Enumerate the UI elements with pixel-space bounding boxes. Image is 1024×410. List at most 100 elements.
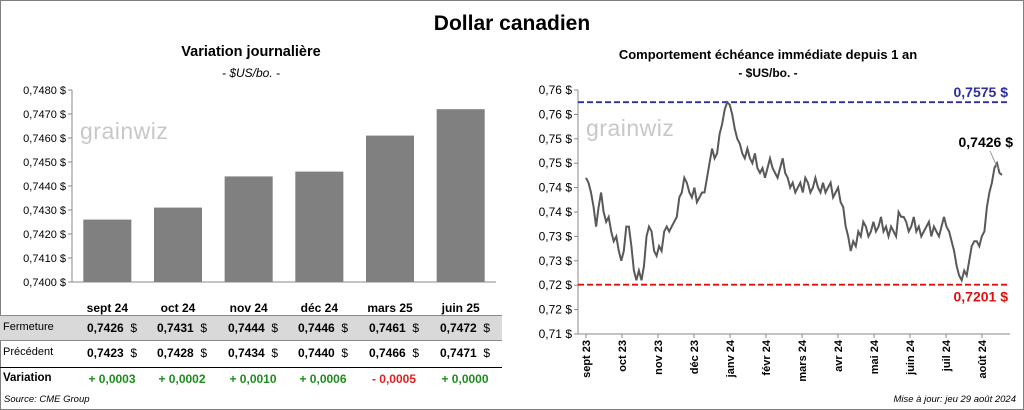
cell-value: 0,7440 bbox=[297, 346, 335, 360]
y-tick-label: 0,72 $ bbox=[539, 278, 573, 292]
x-tick-label: nov 23 bbox=[653, 340, 665, 375]
watermark-left: grainwiz bbox=[80, 118, 169, 144]
low-label: 0,7201 $ bbox=[954, 289, 1009, 305]
cell-value: 0,7423 bbox=[86, 346, 124, 360]
table-cell: 0,7440 $ bbox=[288, 346, 358, 360]
cell-value: 0,7471 bbox=[439, 346, 477, 360]
y-tick-label: 0,75 $ bbox=[539, 156, 573, 170]
y-tick-label: 0,7420 $ bbox=[23, 229, 66, 241]
cell-value: 0,7461 bbox=[368, 321, 406, 335]
x-tick-label: déc 24 bbox=[301, 301, 339, 315]
x-tick-label: sept 23 bbox=[581, 340, 593, 378]
y-tick-label: 0,74 $ bbox=[539, 205, 573, 219]
x-tick-label: mars 24 bbox=[797, 339, 809, 381]
cell-unit: $ bbox=[264, 346, 279, 360]
bar bbox=[365, 135, 415, 282]
y-tick-label: 0,72 $ bbox=[539, 303, 573, 317]
cell-unit: $ bbox=[264, 321, 279, 335]
y-tick-label: 0,76 $ bbox=[539, 107, 573, 121]
x-tick-label: déc 23 bbox=[689, 340, 701, 374]
watermark-right: grainwiz bbox=[586, 115, 675, 141]
y-tick-label: 0,7450 $ bbox=[23, 157, 66, 169]
bar bbox=[83, 219, 132, 282]
bar-chart: 0,7400 $ 0,7410 $ 0,7420 $ 0,7430 $ 0,7440 $… bbox=[23, 85, 496, 315]
row-label: Variation bbox=[3, 372, 52, 384]
x-tick-label: mai 24 bbox=[869, 339, 881, 374]
x-tick-label: oct 23 bbox=[617, 340, 629, 372]
table-cell: + 0,0002 bbox=[158, 372, 206, 386]
cell-value: 0,7466 bbox=[368, 346, 406, 360]
x-tick-label: sept 24 bbox=[87, 301, 129, 315]
table-row: Précédent 0,7423 $0,7428 $0,7434 $0,7440 … bbox=[0, 341, 502, 365]
table-cell: + 0,0010 bbox=[229, 372, 277, 386]
x-tick-label: janv 24 bbox=[725, 339, 737, 378]
cell-value: 0,7431 bbox=[156, 321, 194, 335]
left-chart-unit: - $US/bo. - bbox=[221, 66, 281, 80]
y-tick-label: 0,7430 $ bbox=[23, 205, 66, 217]
x-tick-label: oct 24 bbox=[161, 301, 196, 315]
bar bbox=[295, 171, 344, 282]
cell-value: 0,7472 bbox=[439, 321, 477, 335]
table-cell: + 0,0003 bbox=[88, 372, 136, 386]
cell-unit: $ bbox=[193, 346, 208, 360]
bar bbox=[436, 109, 485, 282]
x-tick-label: mars 25 bbox=[367, 301, 413, 315]
y-tick-label: 0,73 $ bbox=[539, 254, 573, 268]
table-cell: + 0,0006 bbox=[299, 372, 347, 386]
last-value-leader bbox=[989, 150, 999, 170]
y-tick-label: 0,7400 $ bbox=[23, 277, 66, 289]
line-chart: 0,71 $ 0,72 $ 0,72 $ 0,73 $ 0,73 $ 0,74 $ 0,74… bbox=[539, 83, 1014, 382]
y-tick-label: 0,73 $ bbox=[539, 229, 573, 243]
table-cell: 0,7444 $ bbox=[218, 321, 288, 335]
y-tick-label: 0,7410 $ bbox=[23, 253, 66, 265]
table-cell: 0,7472 $ bbox=[430, 321, 500, 335]
cell-unit: $ bbox=[476, 321, 491, 335]
right-chart-title: Comportement échéance immédiate depuis 1… bbox=[618, 47, 918, 62]
x-tick-label: avr 24 bbox=[833, 339, 845, 372]
y-tick-label: 0,7470 $ bbox=[23, 109, 66, 121]
cell-unit: $ bbox=[334, 321, 349, 335]
table-divider bbox=[0, 367, 502, 368]
table-row: Variation + 0,0003 + 0,0002 + 0,0010 + 0,000… bbox=[0, 367, 502, 391]
table-cell: 0,7426 $ bbox=[77, 321, 147, 335]
table-cell: 0,7428 $ bbox=[147, 346, 217, 360]
cell-value: 0,7434 bbox=[227, 346, 265, 360]
x-tick-label: juil 24 bbox=[941, 339, 953, 372]
cell-value: 0,7446 bbox=[297, 321, 335, 335]
update-note: Mise à jour: jeu 29 août 2024 bbox=[893, 394, 1016, 405]
table-cell: - 0,0005 bbox=[371, 372, 417, 386]
table-cell: 0,7461 $ bbox=[359, 321, 429, 335]
table-cell: 0,7466 $ bbox=[359, 346, 429, 360]
row-label: Précédent bbox=[3, 346, 54, 358]
x-tick-label: août 24 bbox=[977, 339, 989, 378]
x-tick-label: juin 24 bbox=[905, 339, 917, 376]
cell-unit: $ bbox=[334, 346, 349, 360]
y-tick-label: 0,7440 $ bbox=[23, 181, 66, 193]
y-tick-label: 0,75 $ bbox=[539, 132, 573, 146]
cell-unit: $ bbox=[123, 321, 138, 335]
cell-unit: $ bbox=[405, 321, 420, 335]
table-cell: 0,7434 $ bbox=[218, 346, 288, 360]
y-tick-label: 0,7480 $ bbox=[23, 85, 66, 97]
table-cell: 0,7446 $ bbox=[288, 321, 358, 335]
table-cell: 0,7431 $ bbox=[147, 321, 217, 335]
source-note: Source: CME Group bbox=[4, 394, 90, 405]
table-cell: 0,7471 $ bbox=[430, 346, 500, 360]
bar bbox=[153, 207, 203, 282]
x-tick-label: févr 24 bbox=[761, 339, 773, 375]
x-tick-label: nov 24 bbox=[230, 301, 268, 315]
right-chart-unit: - $US/bo. - bbox=[738, 66, 798, 80]
table-cell: + 0,0000 bbox=[441, 372, 489, 386]
cell-unit: $ bbox=[193, 321, 208, 335]
cell-value: 0,7426 bbox=[86, 321, 124, 335]
page-title: Dollar canadien bbox=[433, 12, 591, 35]
table-row: Fermeture 0,7426 $0,7431 $0,7444 $0,7446 … bbox=[0, 315, 502, 341]
table-cell: 0,7423 $ bbox=[77, 346, 147, 360]
y-tick-label: 0,76 $ bbox=[539, 83, 573, 97]
last-value-label: 0,7426 $ bbox=[959, 134, 1014, 150]
cell-unit: $ bbox=[405, 346, 420, 360]
y-tick-label: 0,71 $ bbox=[539, 327, 573, 341]
cell-unit: $ bbox=[123, 346, 138, 360]
cell-value: 0,7444 bbox=[227, 321, 265, 335]
row-label: Fermeture bbox=[3, 321, 54, 333]
